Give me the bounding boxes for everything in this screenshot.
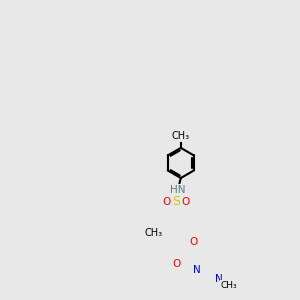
Text: CH₃: CH₃	[172, 131, 190, 141]
Text: O: O	[172, 259, 181, 269]
Text: HN: HN	[169, 185, 185, 195]
Text: O: O	[189, 237, 197, 247]
Text: CH₃: CH₃	[144, 229, 163, 238]
Text: S: S	[172, 196, 180, 208]
Text: N: N	[214, 274, 222, 284]
Text: CH₃: CH₃	[220, 281, 237, 290]
Text: N: N	[194, 266, 201, 275]
Text: O: O	[182, 197, 190, 207]
Text: O: O	[162, 197, 171, 207]
